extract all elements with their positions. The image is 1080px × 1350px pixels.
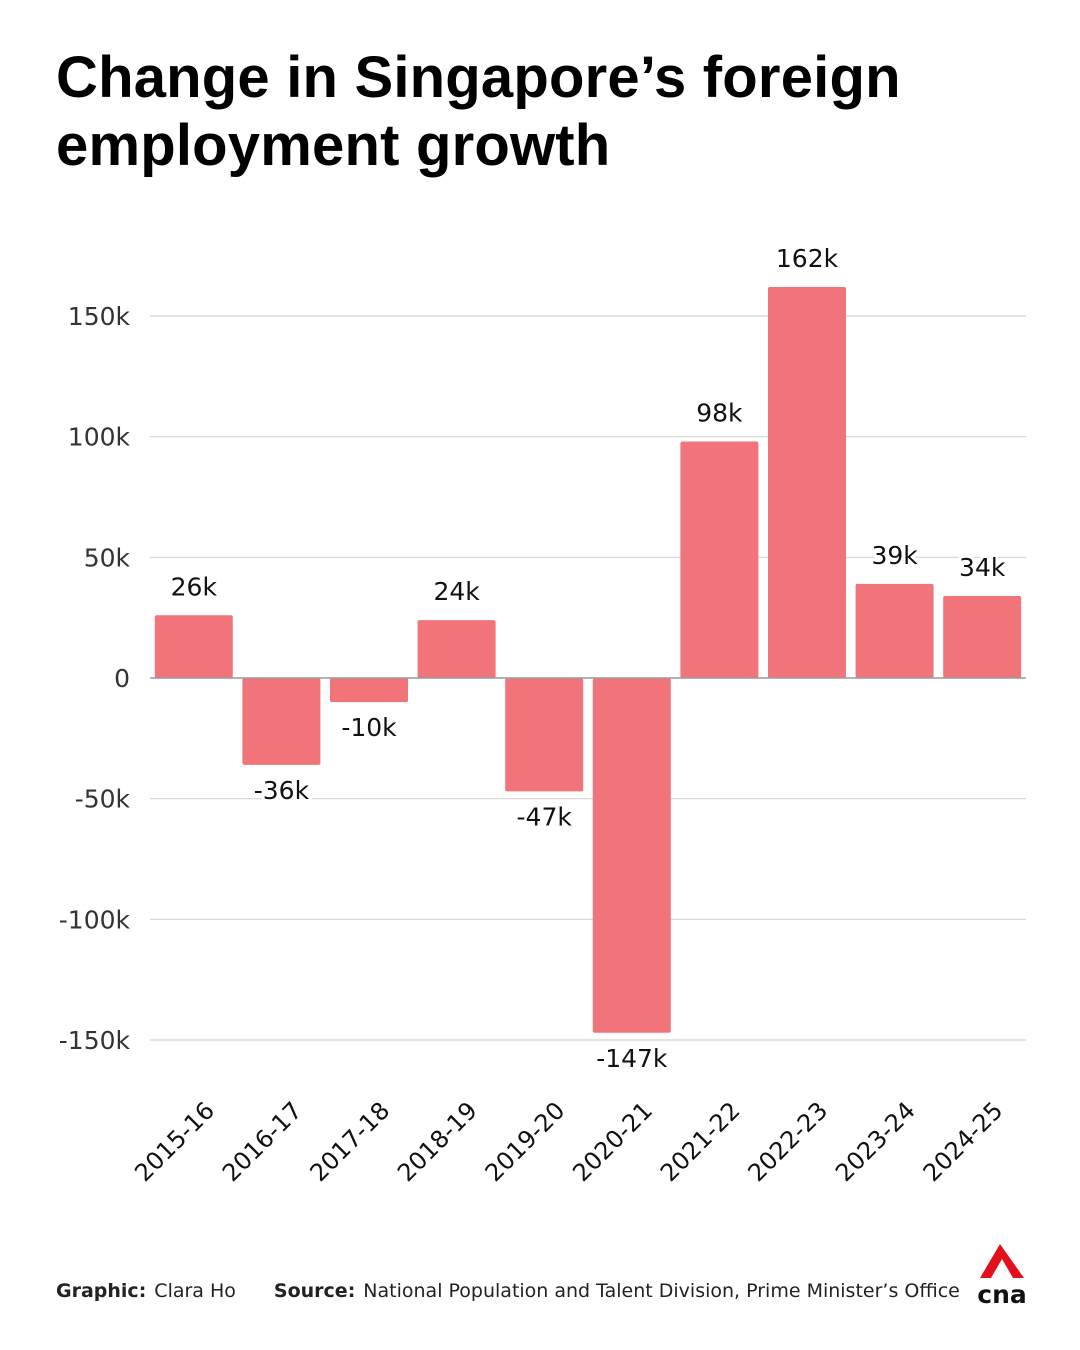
y-tick-label: -100k bbox=[59, 905, 131, 934]
y-tick-label: 0 bbox=[114, 664, 130, 693]
source-label: Source: bbox=[273, 1280, 356, 1302]
bar-chart: 150k 100k 50k 0 -50k -100k -150k 26k -36k -10k 24… bbox=[59, 241, 1026, 1187]
x-tick-label: 2018-19 bbox=[392, 1096, 483, 1187]
data-label: -147k bbox=[596, 1044, 668, 1073]
data-label: 34k bbox=[959, 553, 1006, 582]
source-text: National Population and Talent Division,… bbox=[363, 1280, 960, 1302]
x-tick-label: 2019-20 bbox=[480, 1096, 571, 1187]
data-label: -10k bbox=[341, 713, 397, 742]
bar-2018-19 bbox=[417, 620, 496, 678]
bars bbox=[154, 287, 1022, 1033]
data-labels: 26k -36k -10k 24k -47k -147k 98k 162k 39k 34k bbox=[168, 241, 1009, 1076]
data-label: 98k bbox=[696, 398, 743, 427]
x-tick-label: 2015-16 bbox=[129, 1096, 220, 1187]
y-axis-ticks: 150k 100k 50k 0 -50k -100k -150k bbox=[59, 302, 131, 1055]
gridlines bbox=[150, 315, 1026, 1041]
data-label: 39k bbox=[871, 541, 918, 570]
x-tick-label: 2016-17 bbox=[217, 1096, 308, 1187]
y-tick-label: -50k bbox=[75, 785, 131, 814]
x-tick-label: 2021-22 bbox=[655, 1096, 746, 1187]
x-tick-label: 2017-18 bbox=[305, 1096, 396, 1187]
y-tick-label: 50k bbox=[84, 543, 131, 572]
bar-2021-22 bbox=[680, 441, 759, 678]
y-tick-label: 100k bbox=[68, 423, 131, 452]
y-tick-label: -150k bbox=[59, 1026, 131, 1055]
cna-logo-text: cna bbox=[977, 1280, 1027, 1309]
x-tick-label: 2023-24 bbox=[830, 1096, 921, 1187]
cna-logo-mark bbox=[980, 1244, 1024, 1278]
cna-logo: cna bbox=[977, 1244, 1027, 1309]
footer: Graphic: Clara Ho Source: National Populati… bbox=[56, 1280, 960, 1302]
data-label: 26k bbox=[171, 572, 218, 601]
graphic-credit-label: Graphic: bbox=[56, 1280, 147, 1302]
bar-2015-16 bbox=[154, 615, 233, 678]
bar-2017-18 bbox=[330, 678, 408, 703]
bar-2024-25 bbox=[943, 595, 1022, 678]
chart-title: Change in Singapore’s foreign employment… bbox=[56, 45, 901, 178]
x-tick-label: 2024-25 bbox=[918, 1096, 1009, 1187]
bar-2019-20 bbox=[505, 678, 584, 792]
x-axis-ticks: 2015-162016-172017-182018-192019-202020-… bbox=[129, 1096, 1008, 1187]
bar-2022-23 bbox=[768, 287, 846, 678]
x-tick-label: 2020-21 bbox=[567, 1096, 658, 1187]
data-label: 24k bbox=[433, 577, 480, 606]
data-label: -36k bbox=[254, 776, 310, 805]
bar-2023-24 bbox=[855, 583, 934, 678]
bar-2016-17 bbox=[242, 678, 321, 765]
data-label: 162k bbox=[776, 244, 839, 273]
data-label: -47k bbox=[517, 802, 573, 831]
bar-2020-21 bbox=[592, 678, 671, 1033]
x-tick-label: 2022-23 bbox=[743, 1096, 834, 1187]
y-tick-label: 150k bbox=[68, 302, 131, 331]
graphic-credit-name: Clara Ho bbox=[154, 1280, 236, 1302]
